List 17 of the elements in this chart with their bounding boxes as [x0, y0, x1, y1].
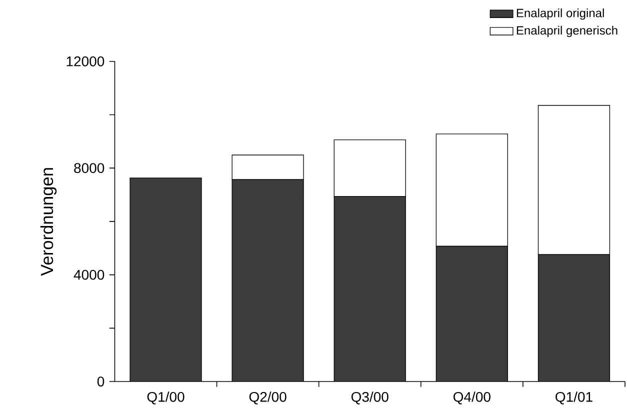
bar	[130, 178, 202, 382]
x-tick-label: Q3/00	[351, 392, 388, 405]
y-tick-label: 4000	[74, 270, 104, 280]
y-tick-label: 8000	[74, 163, 104, 174]
bar	[334, 196, 406, 382]
y-tick-label: 0	[97, 376, 104, 387]
y-axis-title: Verordnungen	[40, 168, 57, 276]
legend-label: Enalapril original	[516, 8, 604, 20]
x-tick-label: Q1/00	[147, 392, 184, 405]
y-tick-label: 12000	[66, 56, 104, 67]
x-tick-label: Q2/00	[249, 392, 286, 405]
x-tick-label: Q1/01	[556, 392, 592, 405]
bar	[538, 254, 610, 382]
legend-label: Enalapril generisch	[516, 26, 618, 38]
x-tick-label: Q4/00	[454, 392, 490, 405]
bar	[232, 180, 304, 382]
bar	[436, 246, 508, 382]
